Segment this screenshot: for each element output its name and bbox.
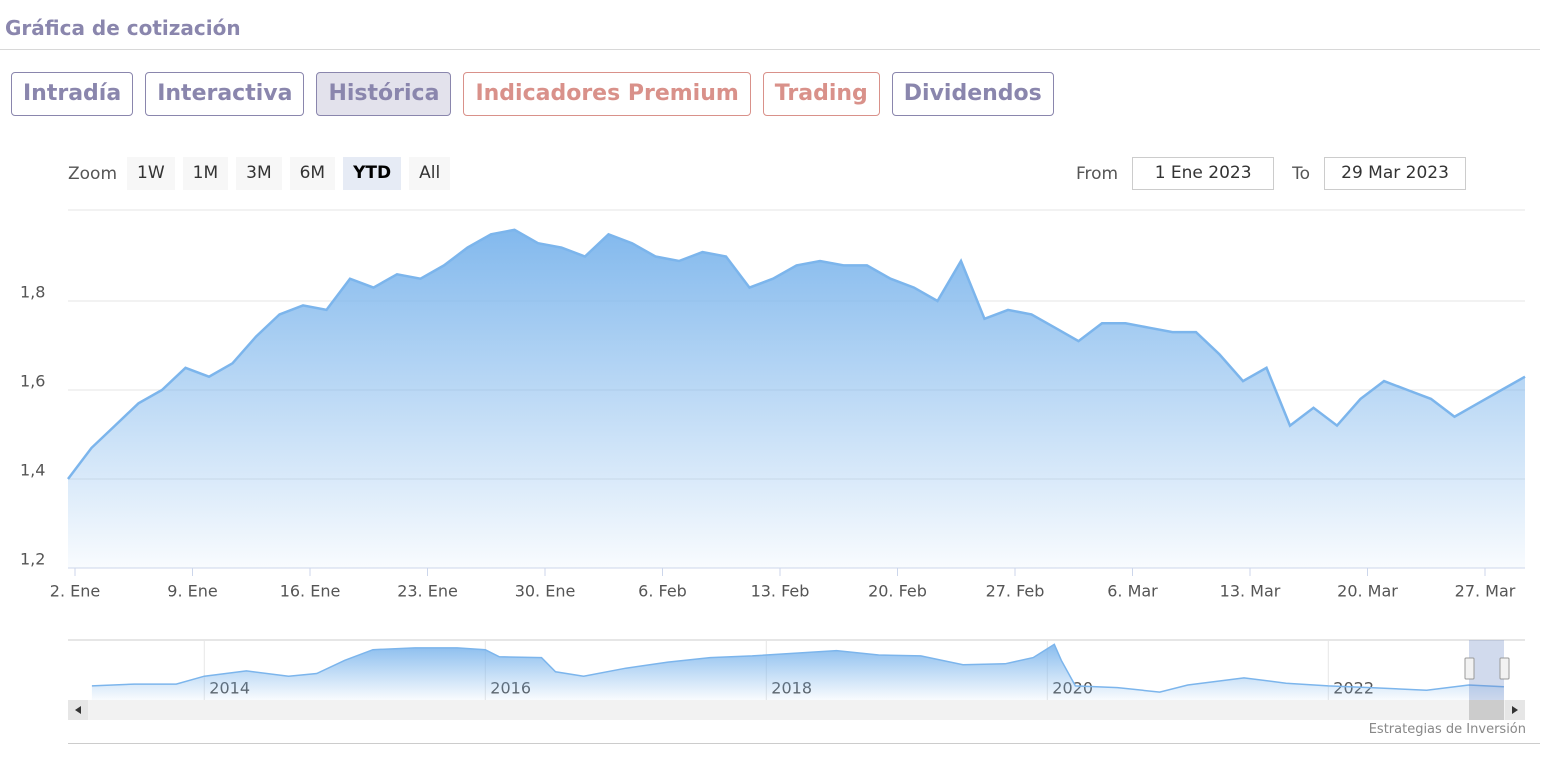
- zoom-button[interactable]: 1M: [182, 157, 229, 190]
- tab[interactable]: Intradía: [11, 72, 134, 116]
- from-label: From: [1076, 163, 1119, 184]
- x-tick-label: 30. Ene: [515, 582, 576, 601]
- from-input[interactable]: 1 Ene 2023: [1132, 157, 1275, 190]
- scrollbar-track: [68, 700, 1525, 720]
- arrow-icon: [75, 706, 81, 714]
- zoom-bar: Zoom 1W 1M 3M 6M YTD All: [68, 157, 451, 190]
- y-tick-label: 1,4: [20, 461, 45, 480]
- credit: Estrategias de Inversión: [1368, 722, 1526, 737]
- zoom-button[interactable]: 3M: [236, 157, 282, 190]
- arrow-icon: [1512, 706, 1518, 714]
- y-tick-label: 1,8: [20, 283, 45, 302]
- area-line: [67, 228, 1526, 480]
- x-tick-label: 16. Ene: [280, 582, 341, 601]
- x-tick-label: 27. Mar: [1455, 582, 1516, 601]
- zoom-button[interactable]: 6M: [289, 157, 336, 190]
- x-tick-label: 20. Mar: [1337, 582, 1398, 601]
- zoom-button[interactable]: YTD: [343, 157, 402, 190]
- date-range: From 1 Ene 2023 To 29 Mar 2023: [1076, 157, 1467, 190]
- section-title: Gráfica de cotización: [5, 16, 241, 40]
- to-label: To: [1292, 163, 1311, 184]
- divider: [68, 743, 1540, 744]
- y-tick-label: 1,6: [20, 372, 45, 391]
- tab[interactable]: Histórica: [316, 72, 452, 116]
- zoom-label: Zoom: [68, 163, 118, 184]
- tab[interactable]: Trading: [762, 72, 880, 116]
- x-tick-label: 13. Feb: [751, 582, 810, 601]
- x-tick-label: 9. Ene: [167, 582, 217, 601]
- x-tick-label: 23. Ene: [397, 582, 458, 601]
- tab-bar: Intradía Interactiva Histórica Indicadores …: [11, 72, 1054, 116]
- zoom-button[interactable]: 1W: [127, 157, 175, 190]
- tab[interactable]: Dividendos: [891, 72, 1054, 116]
- divider: [0, 49, 1540, 50]
- zoom-button[interactable]: All: [409, 157, 451, 190]
- y-tick-label: 1,2: [20, 550, 45, 569]
- x-tick-label: 20. Feb: [868, 582, 927, 601]
- x-tick-label: 6. Feb: [638, 582, 687, 601]
- navigator-handle: [1464, 657, 1475, 680]
- navigator-selection: [1469, 640, 1504, 700]
- tab[interactable]: Interactiva: [145, 72, 305, 116]
- tab[interactable]: Indicadores Premium: [463, 72, 751, 116]
- area-line: [91, 643, 1504, 693]
- scrollbar-thumb[interactable]: [1469, 700, 1504, 720]
- area-fill: [91, 644, 1504, 700]
- navigator-handle: [1499, 657, 1510, 680]
- x-tick-label: 27. Feb: [986, 582, 1045, 601]
- to-input[interactable]: 29 Mar 2023: [1324, 157, 1467, 190]
- x-tick-label: 13. Mar: [1220, 582, 1281, 601]
- area-fill: [68, 229, 1525, 569]
- x-tick-label: 6. Mar: [1107, 582, 1158, 601]
- x-tick-label: 2. Ene: [50, 582, 100, 601]
